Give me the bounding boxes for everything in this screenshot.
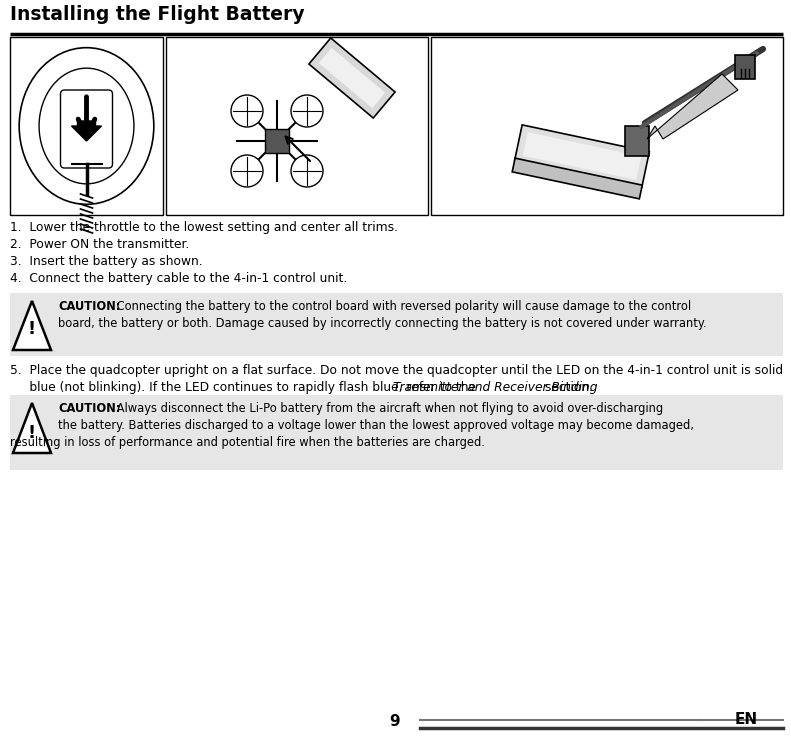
Text: resulting in loss of performance and potential fire when the batteries are charg: resulting in loss of performance and pot…	[10, 436, 485, 449]
Polygon shape	[647, 74, 738, 139]
Bar	[735, 55, 755, 79]
Circle shape	[231, 155, 263, 187]
Text: CAUTION:: CAUTION:	[58, 402, 120, 415]
Text: EN: EN	[735, 713, 758, 728]
Text: 9: 9	[390, 714, 400, 729]
Text: Connecting the battery to the control board with reversed polarity will cause da: Connecting the battery to the control bo…	[113, 300, 691, 313]
Text: 5.  Place the quadcopter upright on a flat surface. Do not move the quadcopter u: 5. Place the quadcopter upright on a fla…	[10, 364, 783, 377]
Bar	[10, 395, 783, 470]
Bar	[625, 126, 649, 156]
Bar	[166, 37, 428, 215]
Bar	[10, 37, 163, 215]
Ellipse shape	[19, 47, 153, 204]
Polygon shape	[13, 403, 51, 453]
Text: section.: section.	[541, 381, 593, 394]
Polygon shape	[700, 710, 783, 728]
Circle shape	[231, 95, 263, 127]
Text: !: !	[28, 319, 36, 337]
Text: blue (not blinking). If the LED continues to rapidly flash blue, refer to the: blue (not blinking). If the LED continue…	[10, 381, 480, 394]
FancyBboxPatch shape	[60, 90, 112, 168]
Ellipse shape	[39, 68, 134, 184]
FancyBboxPatch shape	[523, 132, 642, 179]
FancyArrow shape	[71, 121, 101, 141]
FancyBboxPatch shape	[515, 125, 649, 187]
Text: CAUTION:: CAUTION:	[58, 300, 120, 313]
Text: Transmitter and Receiver Binding: Transmitter and Receiver Binding	[393, 381, 598, 394]
Bar	[10, 293, 783, 356]
Circle shape	[291, 155, 323, 187]
Text: 4.  Connect the battery cable to the 4-in-1 control unit.: 4. Connect the battery cable to the 4-in…	[10, 272, 347, 285]
Text: board, the battery or both. Damage caused by incorrectly connecting the battery : board, the battery or both. Damage cause…	[58, 317, 706, 330]
Text: 1.  Lower the throttle to the lowest setting and center all trims.: 1. Lower the throttle to the lowest sett…	[10, 221, 398, 234]
Text: 2.  Power ON the transmitter.: 2. Power ON the transmitter.	[10, 238, 189, 251]
Text: Installing the Flight Battery: Installing the Flight Battery	[10, 5, 305, 24]
Bar	[431, 37, 783, 215]
Bar	[265, 129, 289, 153]
Text: 3.  Insert the battery as shown.: 3. Insert the battery as shown.	[10, 255, 202, 268]
Circle shape	[291, 95, 323, 127]
Polygon shape	[13, 301, 51, 350]
Text: !: !	[28, 424, 36, 442]
FancyBboxPatch shape	[309, 38, 395, 118]
FancyBboxPatch shape	[319, 48, 385, 108]
FancyBboxPatch shape	[513, 158, 642, 199]
Text: Always disconnect the Li-Po battery from the aircraft when not flying to avoid o: Always disconnect the Li-Po battery from…	[113, 402, 663, 415]
Text: the battery. Batteries discharged to a voltage lower than the lowest approved vo: the battery. Batteries discharged to a v…	[58, 419, 694, 432]
